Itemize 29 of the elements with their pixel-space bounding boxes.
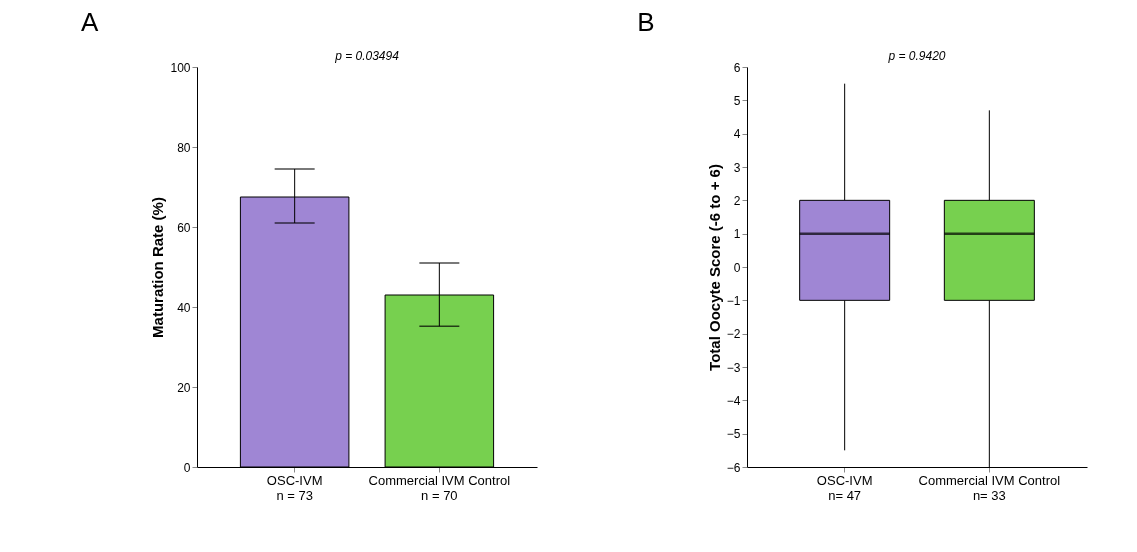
y-tick-label: 0 [183, 460, 191, 475]
y-tick-label: 4 [733, 127, 741, 142]
y-tick-label: 5 [733, 93, 741, 108]
x-tick-label: OSC-IVM n = 73 [266, 472, 323, 503]
chart-title: B [637, 7, 655, 37]
chart-title: A [80, 7, 99, 37]
y-tick-label: 60 [177, 220, 191, 235]
y-tick-label: −1 [726, 293, 741, 308]
y-tick-label: 40 [177, 300, 191, 315]
y-tick-label: 80 [177, 140, 191, 155]
y-tick-label: −2 [726, 327, 741, 342]
y-tick-label: 2 [733, 193, 741, 208]
y-tick-label: 20 [177, 380, 191, 395]
y-tick-label: −3 [726, 360, 741, 375]
y-axis-title: Total Oocyte Score (-6 to + 6) [705, 164, 723, 371]
y-axis-title: Maturation Rate (%) [149, 197, 167, 338]
y-tick-label: 1 [733, 227, 741, 242]
y-tick-label: 3 [733, 160, 741, 175]
x-tick-label: OSC-IVM n= 47 [816, 472, 873, 503]
text: p = 0.03494 [334, 49, 400, 63]
y-tick-label: 0 [733, 260, 741, 275]
y-tick-label: −5 [726, 427, 741, 442]
x-tick-label: Commercial IVM Control n= 33 [918, 472, 1061, 503]
y-tick-label: 100 [170, 60, 191, 75]
text: p = 0.9420 [887, 49, 946, 63]
x-tick-label: Commercial IVM Control n = 70 [368, 472, 511, 503]
y-tick-label: −6 [726, 460, 741, 475]
y-tick-label: 6 [733, 60, 741, 75]
y-tick-label: −4 [726, 393, 741, 408]
